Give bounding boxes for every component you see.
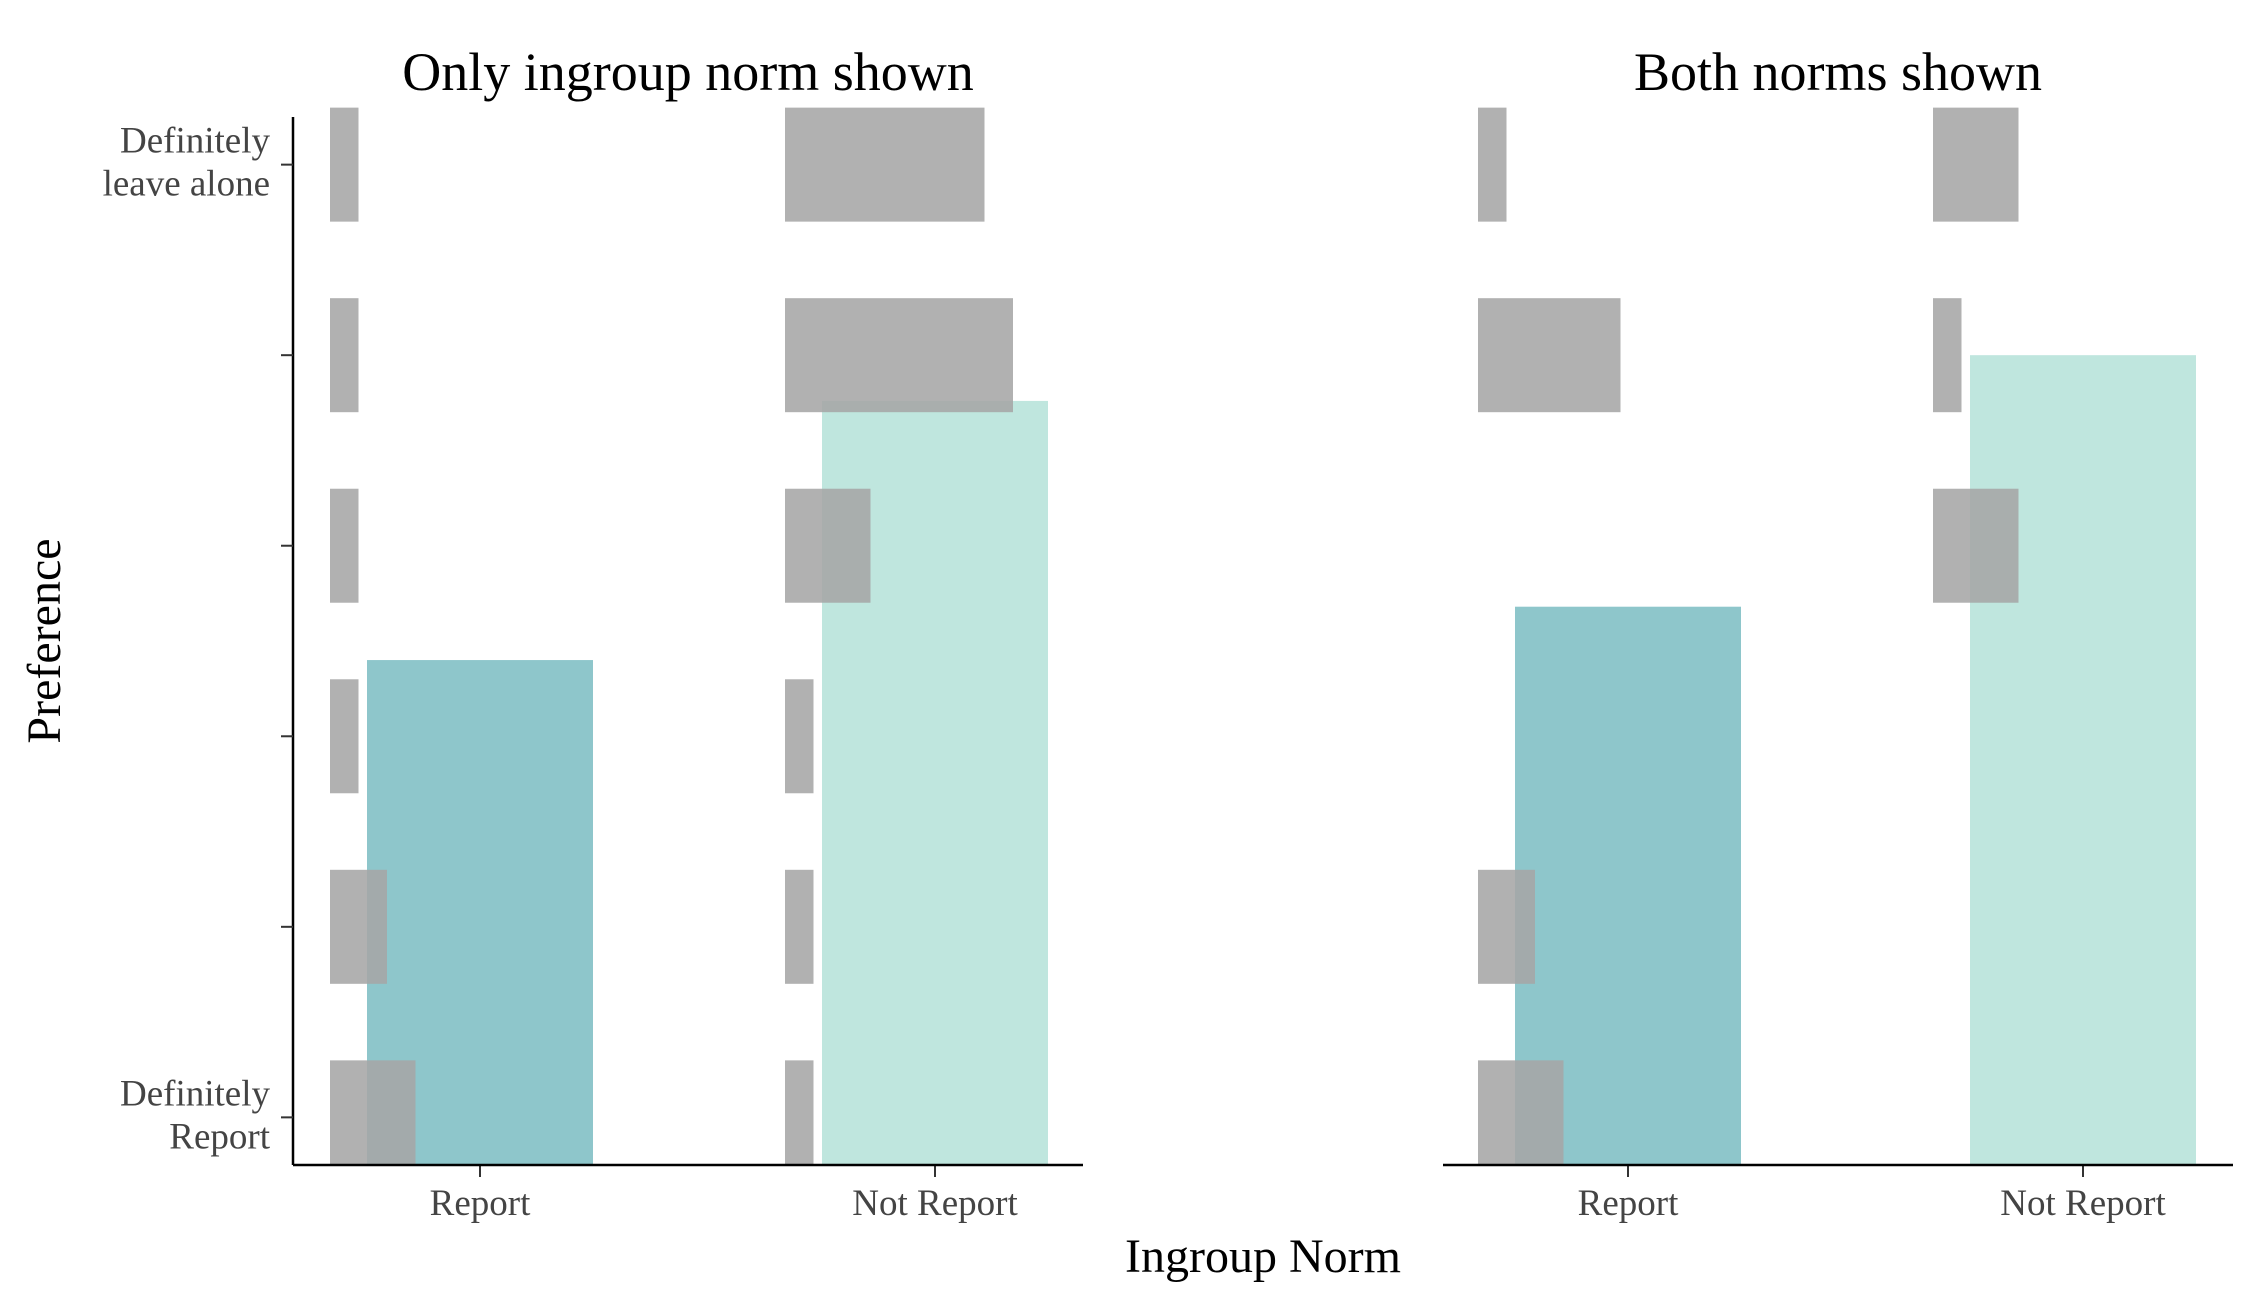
distribution-bar — [1933, 488, 2019, 603]
distribution-bar — [330, 488, 359, 603]
x-axis-title: Ingroup Norm — [1125, 1230, 1401, 1283]
y-tick-label-line: Definitely — [120, 1073, 271, 1114]
distribution-bar — [330, 869, 387, 984]
x-tick-label: Not Report — [2000, 1183, 2166, 1224]
distribution-bar — [785, 298, 1013, 413]
distribution-bar — [785, 488, 871, 603]
distribution-bar — [330, 107, 359, 222]
x-tick-label: Report — [1578, 1183, 1679, 1224]
panel-1: Only ingroup norm shown Report Not Report — [293, 42, 1083, 1224]
distribution-bar — [1933, 298, 1962, 413]
x-tick-label: Report — [430, 1183, 531, 1224]
distribution-bar — [785, 107, 985, 222]
y-tick-label-line: leave alone — [103, 164, 270, 205]
panel-title: Both norms shown — [1634, 42, 2042, 102]
distribution-bar — [1478, 107, 1507, 222]
distribution-bar — [330, 679, 359, 794]
y-tick-label: Definitely Report — [120, 1073, 271, 1157]
distribution-bar — [785, 869, 814, 984]
y-tick-label-line: Report — [169, 1116, 270, 1157]
distribution-bar — [1478, 298, 1621, 413]
distribution-bar — [330, 1060, 416, 1165]
y-tick-label: Definitely leave alone — [103, 121, 271, 205]
x-tick-label: Not Report — [852, 1183, 1018, 1224]
distribution-bar — [1478, 1060, 1564, 1165]
distribution-bar — [330, 298, 359, 413]
panel-2: Both norms shown Report Not Report — [1443, 42, 2233, 1224]
distribution-bar — [785, 679, 814, 794]
y-axis-title: Preference — [18, 538, 71, 743]
y-tick-label-line: Definitely — [120, 121, 271, 162]
distribution-bar — [1933, 107, 2019, 222]
panel-title: Only ingroup norm shown — [402, 42, 973, 102]
mean-bar-not-report — [1970, 355, 2196, 1165]
distribution-bar — [785, 1060, 814, 1165]
distribution-bar — [1478, 869, 1535, 984]
